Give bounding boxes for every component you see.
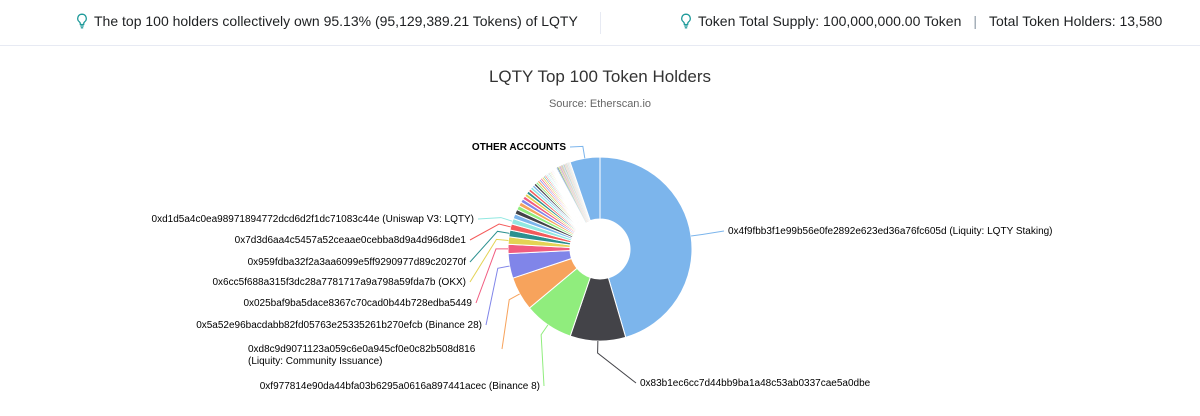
top100-text: The top 100 holders collectively own 95.… [94, 13, 578, 29]
lightbulb-icon [681, 13, 691, 29]
pie-slice[interactable] [599, 156, 693, 338]
top-holders-summary: The top 100 holders collectively own 95.… [76, 13, 578, 29]
other-accounts-label: OTHER ACCOUNTS [472, 142, 566, 153]
holders-pie-chart: LQTY Top 100 Token Holders Source: Ether… [152, 67, 1053, 392]
pie-connector [475, 248, 509, 304]
divider [600, 12, 601, 34]
slice-label: 0x5a52e96bacdabb82fd05763e25335261b270ef… [196, 320, 482, 331]
pie-connector [569, 145, 586, 159]
slice-label: 0x83b1ec6cc7d44bb9ba1a48c53ab0337cae5a0d… [640, 378, 871, 389]
slice-label: 0xf977814e90da44bfa03b6295a0616a897441ac… [260, 381, 540, 392]
stats-bar: The top 100 holders collectively own 95.… [0, 0, 1200, 46]
slice-label: 0x959fdba32f2a3aa6099e5ff9290977d89c2027… [248, 257, 467, 268]
total-holders: Total Token Holders: 13,580 [989, 13, 1163, 29]
pie-slice[interactable] [569, 156, 601, 222]
pie-labels: 0x4f9fbb3f1e99b56e0fe2892e623ed36a76fc60… [152, 142, 1053, 392]
pie-slices [507, 156, 693, 342]
slice-label: 0x4f9fbb3f1e99b56e0fe2892e623ed36a76fc60… [728, 226, 1053, 237]
slice-label: 0xd8c9d9071123a059c6e0a945cf0e0c82b508d8… [248, 344, 476, 367]
pie-connector [469, 230, 510, 263]
pie-connector [540, 324, 549, 387]
pie-connector [469, 238, 509, 283]
pie-connector [469, 223, 511, 241]
pie-connector [501, 293, 520, 350]
separator: | [973, 13, 977, 29]
supply-summary: Token Total Supply: 100,000,000.00 Token… [680, 13, 1162, 29]
slice-label: 0xd1d5a4c0ea98971894772dcd6d2f1dc71083c4… [152, 214, 474, 225]
chart-subtitle: Source: Etherscan.io [549, 98, 651, 110]
lightbulb-icon [77, 13, 87, 29]
pie-connector [477, 217, 513, 222]
slice-label: 0x7d3d6aa4c5457a52ceaae0cebba8d9a4d96d8d… [235, 235, 467, 246]
pie-connector [485, 265, 510, 326]
pie-connector [597, 340, 637, 384]
slice-label: 0x025baf9ba5dace8367c70cad0b44b728edba54… [243, 298, 472, 309]
chart-title: LQTY Top 100 Token Holders [489, 67, 711, 86]
pie-connector [691, 230, 725, 237]
slice-label: 0x6cc5f688a315f3dc28a7781717a9a798a59fda… [212, 277, 466, 288]
total-supply: Token Total Supply: 100,000,000.00 Token [698, 13, 962, 29]
